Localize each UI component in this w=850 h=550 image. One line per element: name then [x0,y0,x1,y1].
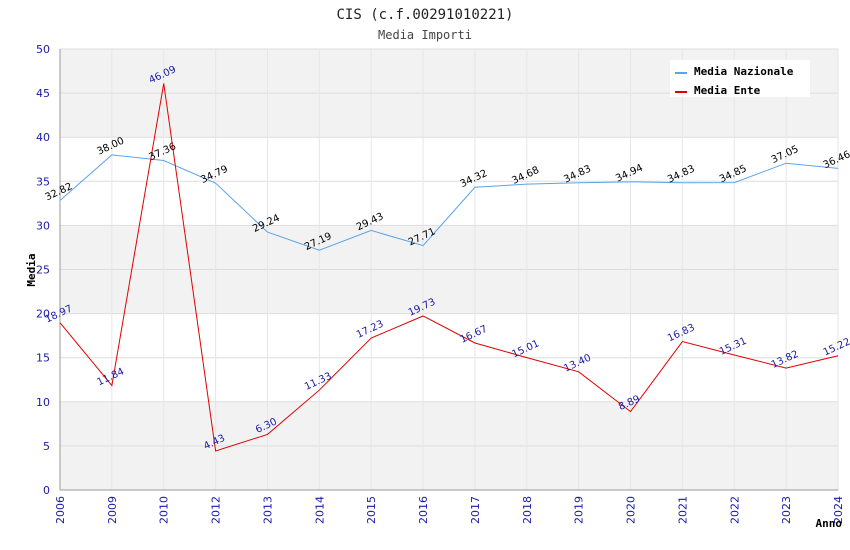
y-tick-label: 50 [36,43,50,56]
data-label: 15.22 [822,336,850,358]
y-axis-ticks: 0 5 10 15 20 25 30 35 40 45 50 [36,43,50,497]
x-tick-label: 2015 [365,496,378,524]
grid-band [60,93,838,138]
data-label: 17.23 [355,319,386,341]
chart-title: CIS (c.f.00291010221) [336,7,513,23]
x-tick-label: 2023 [780,496,793,524]
data-label: 38.00 [96,136,127,158]
x-tick-label: 2017 [469,496,482,524]
y-tick-label: 20 [36,308,50,321]
x-tick-label: 2013 [261,496,274,524]
y-tick-label: 35 [36,175,50,188]
x-tick-label: 2020 [625,496,638,524]
legend-box [670,60,810,97]
data-label: 37.05 [770,144,801,166]
series-line-nazionale [59,154,839,251]
y-tick-label: 0 [43,484,50,497]
y-tick-label: 40 [36,131,50,144]
x-tick-label: 2006 [54,496,67,524]
x-tick-label: 2009 [106,496,119,524]
y-axis-label: Media [25,253,38,286]
legend: Media Nazionale Media Ente [670,60,810,97]
x-tick-label: 2018 [521,496,534,524]
gridlines [59,48,839,491]
x-tick-label: 2024 [832,496,845,524]
series-lines [59,83,839,452]
data-label: 34.83 [666,163,697,185]
grid-band [60,225,838,270]
x-tick-label: 2019 [573,496,586,524]
x-tick-label: 2021 [676,496,689,524]
series-line-ente [59,83,839,452]
data-label: 11.33 [303,371,334,393]
x-tick-label: 2010 [158,496,171,524]
grid-band [60,269,838,314]
y-tick-label: 30 [36,219,50,232]
chart-subtitle: Media Importi [378,28,472,42]
y-tick-label: 10 [36,396,50,409]
y-tick-label: 5 [43,440,50,453]
x-tick-label: 2022 [728,496,741,524]
grid-band [60,401,838,446]
x-axis-ticks: 2006 2009 2010 2012 2013 2014 2015 2016 2017 2018… [54,496,845,524]
data-label: 16.83 [666,322,697,344]
y-tick-label: 15 [36,352,50,365]
x-tick-label: 2012 [210,496,223,524]
x-axis-label: Anno [816,517,843,530]
grid-band [60,445,838,490]
x-tick-label: 2016 [417,496,430,524]
y-tick-label: 25 [36,264,50,277]
x-tick-label: 2014 [313,496,326,524]
y-tick-label: 45 [36,87,50,100]
legend-label-ente: Media Ente [694,84,761,97]
data-label: 34.85 [718,163,749,185]
legend-label-nazionale: Media Nazionale [694,65,794,78]
